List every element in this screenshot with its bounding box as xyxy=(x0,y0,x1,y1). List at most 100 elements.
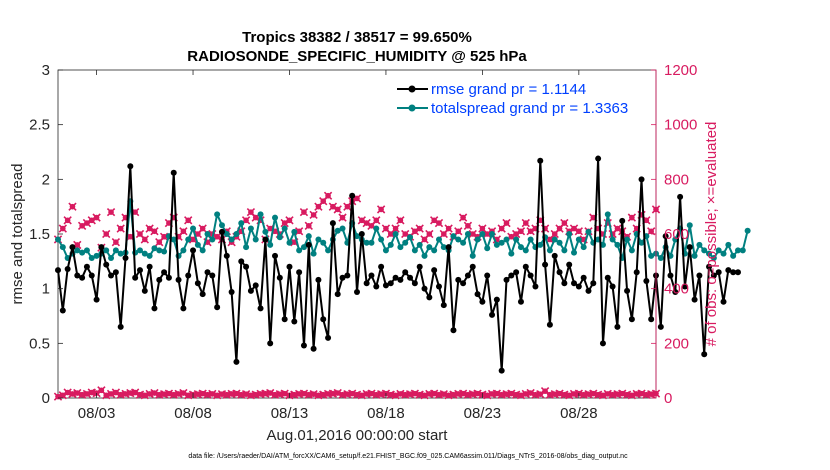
x-tick-label: 08/18 xyxy=(367,405,405,422)
totalspread-point xyxy=(725,241,732,248)
possible-count-marker xyxy=(68,202,77,211)
totalspread-point xyxy=(407,234,414,241)
possible-count-marker xyxy=(396,216,405,225)
rmse-point xyxy=(344,272,351,279)
totalspread-point xyxy=(696,241,703,248)
rmse-point xyxy=(363,280,370,287)
rmse-point xyxy=(440,302,447,309)
x-tick-label: 08/03 xyxy=(78,405,116,422)
rmse-point xyxy=(464,272,471,279)
rmse-point xyxy=(595,155,602,162)
totalspread-point xyxy=(88,255,95,262)
possible-count-marker-x2 xyxy=(627,213,637,222)
possible-count-marker-x2 xyxy=(396,216,405,225)
evaluated-count-marker-x2 xyxy=(179,388,188,398)
totalspread-point xyxy=(55,236,61,243)
possible-count-marker-x2 xyxy=(454,227,463,236)
y-tick-label-right: 1000 xyxy=(664,117,697,134)
totalspread-point xyxy=(730,252,737,259)
rmse-point xyxy=(83,263,90,270)
possible-count-marker-x2 xyxy=(444,224,453,233)
rmse-point xyxy=(590,280,597,287)
rmse-point xyxy=(604,274,611,281)
rmse-point xyxy=(161,269,168,276)
totalspread-point xyxy=(493,241,500,248)
rmse-point xyxy=(247,287,254,294)
rmse-point xyxy=(233,358,240,365)
possible-count-marker-x2 xyxy=(63,216,72,225)
totalspread-point xyxy=(223,231,230,237)
possible-count-marker xyxy=(560,218,569,228)
possible-count-marker xyxy=(198,224,207,233)
rmse-point xyxy=(199,291,206,298)
rmse-point xyxy=(170,169,177,176)
y-tick-label-right: 200 xyxy=(664,335,689,352)
totalspread-point xyxy=(744,227,751,234)
totalspread-point xyxy=(103,247,110,254)
totalspread-point xyxy=(151,245,158,252)
rmse-point xyxy=(667,272,674,279)
rmse-point xyxy=(291,318,298,325)
possible-count-marker-x2 xyxy=(179,227,188,236)
totalspread-point xyxy=(561,247,568,254)
totalspread-point xyxy=(252,236,259,243)
possible-count-marker xyxy=(294,227,304,236)
totalspread-point xyxy=(571,249,578,256)
rmse-point xyxy=(392,274,399,281)
rmse-point xyxy=(527,272,534,279)
rmse-point xyxy=(624,287,631,294)
possible-count-marker-x2 xyxy=(106,207,116,217)
rmse-point xyxy=(272,252,279,259)
rmse-point xyxy=(426,294,433,301)
x-tick-label: 08/23 xyxy=(464,405,502,422)
y-tick-label-left: 3 xyxy=(42,62,50,79)
possible-count-marker xyxy=(63,216,72,225)
possible-count-marker xyxy=(516,227,526,236)
rmse-point xyxy=(730,269,737,276)
totalspread-point xyxy=(628,247,635,254)
possible-count-marker-x2 xyxy=(381,224,391,233)
possible-count-marker-x2 xyxy=(246,207,256,217)
totalspread-point xyxy=(296,247,303,254)
totalspread-point xyxy=(74,247,81,254)
rmse-point xyxy=(725,267,732,274)
rmse-point xyxy=(431,267,438,274)
rmse-point xyxy=(421,285,428,292)
rmse-point xyxy=(397,276,404,283)
totalspread-point xyxy=(397,244,404,251)
rmse-point xyxy=(325,334,332,341)
rmse-point xyxy=(681,283,688,290)
rmse-point xyxy=(599,340,606,347)
possible-count-marker xyxy=(463,221,473,230)
rmse-point xyxy=(329,220,336,227)
rmse-point xyxy=(339,274,346,281)
y-tick-label-left: 0.5 xyxy=(29,335,50,352)
y-tick-label-right: 0 xyxy=(664,390,672,407)
possible-count-marker-x2 xyxy=(333,205,342,214)
rmse-point xyxy=(662,233,669,240)
possible-count-marker xyxy=(323,191,333,200)
y-axis-label-left: rmse and totalspread xyxy=(9,164,26,305)
rmse-point xyxy=(407,274,414,281)
possible-count-marker-x2 xyxy=(328,202,338,211)
evaluated-count-marker xyxy=(73,388,82,398)
rmse-point xyxy=(214,304,221,311)
possible-count-marker xyxy=(372,216,381,225)
possible-count-marker-x2 xyxy=(68,202,77,211)
possible-count-marker-x2 xyxy=(391,224,400,233)
rmse-point xyxy=(628,316,635,323)
rmse-point xyxy=(517,298,524,305)
totalspread-point xyxy=(305,233,312,240)
rmse-point xyxy=(387,280,394,287)
evaluated-count-marker-x2 xyxy=(266,388,275,398)
rmse-point xyxy=(498,367,505,374)
rmse-point xyxy=(127,163,134,170)
totalspread-point xyxy=(691,252,698,259)
totalspread-point xyxy=(537,241,544,248)
possible-count-marker xyxy=(434,218,444,228)
possible-count-marker xyxy=(184,216,193,225)
rmse-point xyxy=(223,252,230,259)
rmse-point xyxy=(252,282,259,289)
totalspread-point xyxy=(551,236,558,243)
totalspread-point xyxy=(440,244,447,251)
